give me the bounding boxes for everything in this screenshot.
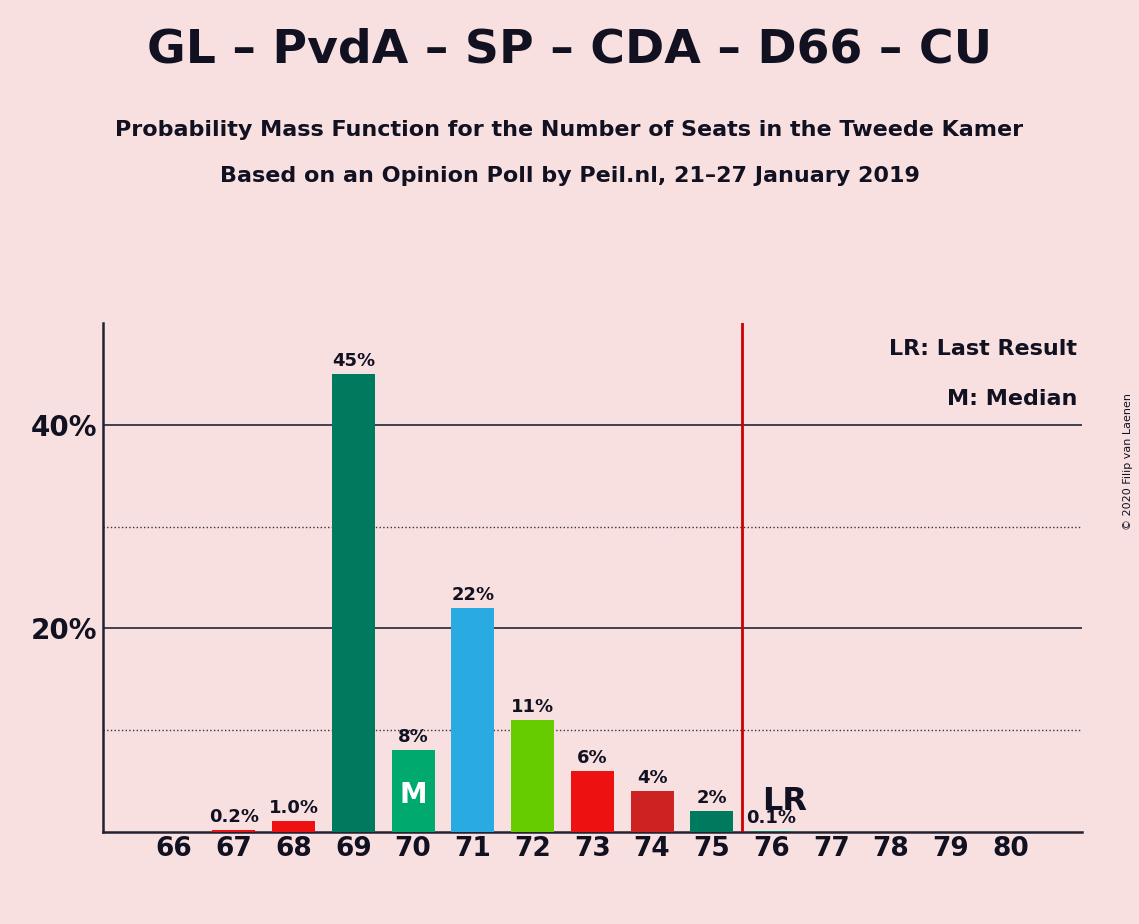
Bar <box>511 720 554 832</box>
Bar <box>212 830 255 832</box>
Text: M: M <box>400 781 427 809</box>
Text: Based on an Opinion Poll by Peil.nl, 21–27 January 2019: Based on an Opinion Poll by Peil.nl, 21–… <box>220 166 919 187</box>
Bar <box>631 791 673 832</box>
Text: 4%: 4% <box>637 769 667 787</box>
Text: 2%: 2% <box>696 789 727 808</box>
Text: © 2020 Filip van Laenen: © 2020 Filip van Laenen <box>1123 394 1133 530</box>
Text: 45%: 45% <box>331 352 375 371</box>
Text: LR: Last Result: LR: Last Result <box>890 338 1077 359</box>
Bar <box>749 831 793 832</box>
Text: Probability Mass Function for the Number of Seats in the Tweede Kamer: Probability Mass Function for the Number… <box>115 120 1024 140</box>
Bar <box>392 750 435 832</box>
Bar <box>690 811 734 832</box>
Text: 11%: 11% <box>511 698 554 716</box>
Bar <box>451 608 494 832</box>
Bar <box>331 374 375 832</box>
Text: 0.2%: 0.2% <box>208 808 259 825</box>
Text: LR: LR <box>762 785 808 817</box>
Text: 0.1%: 0.1% <box>746 808 796 826</box>
Bar <box>571 771 614 832</box>
Text: 8%: 8% <box>398 728 428 747</box>
Text: GL – PvdA – SP – CDA – D66 – CU: GL – PvdA – SP – CDA – D66 – CU <box>147 28 992 73</box>
Text: 1.0%: 1.0% <box>269 799 319 818</box>
Bar <box>272 821 316 832</box>
Text: 6%: 6% <box>577 748 607 767</box>
Text: M: Median: M: Median <box>947 390 1077 409</box>
Text: 22%: 22% <box>451 586 494 604</box>
